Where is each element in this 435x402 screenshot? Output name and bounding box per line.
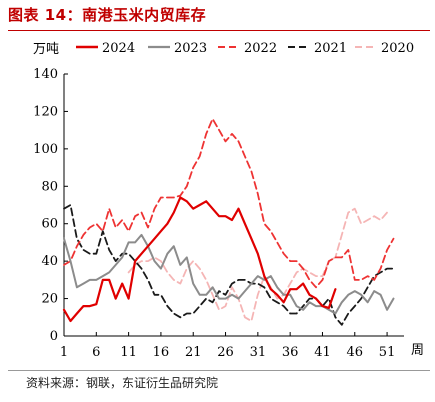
chart-title: 图表 14：南港玉米内贸库存 — [8, 6, 207, 24]
y-tick-label: 140 — [33, 67, 58, 82]
y-axis-label: 万吨 — [33, 42, 59, 57]
x-tick-label: 36 — [282, 345, 299, 360]
x-tick-label: 31 — [250, 345, 267, 360]
x-tick-label: 6 — [92, 345, 100, 360]
source-divider — [8, 370, 430, 371]
y-tick-label: 100 — [33, 142, 58, 157]
series-line-2021 — [63, 204, 395, 326]
y-tick-label: 60 — [41, 217, 58, 232]
series-line-2023 — [63, 233, 395, 315]
y-tick-label: 0 — [50, 329, 58, 344]
y-tick-label: 20 — [41, 292, 58, 307]
x-axis-label: 周 — [411, 343, 424, 358]
y-tick-label: 80 — [41, 179, 58, 194]
series-line-2024 — [62, 196, 337, 323]
x-tick-label: 41 — [314, 345, 331, 360]
x-tick-label: 26 — [217, 345, 234, 360]
x-tick-label: 16 — [153, 345, 170, 360]
legend-label-2020: 2020 — [381, 41, 414, 56]
y-tick-label: 40 — [41, 254, 58, 269]
legend-label-2021: 2021 — [314, 41, 347, 56]
legend-label-2024: 2024 — [102, 41, 135, 56]
y-tick-label: 120 — [33, 104, 58, 119]
source-note: 资料来源：钢联，东证衍生品研究院 — [26, 376, 219, 390]
x-tick-label: 1 — [60, 345, 68, 360]
series-line-2020 — [127, 207, 389, 322]
x-tick-label: 11 — [120, 345, 137, 360]
x-tick-label: 46 — [346, 345, 363, 360]
x-tick-label: 51 — [379, 345, 396, 360]
x-tick-label: 21 — [185, 345, 202, 360]
title-divider — [8, 30, 430, 31]
legend-label-2023: 2023 — [174, 41, 207, 56]
series-line-2022 — [63, 118, 395, 289]
legend-label-2022: 2022 — [244, 41, 277, 56]
